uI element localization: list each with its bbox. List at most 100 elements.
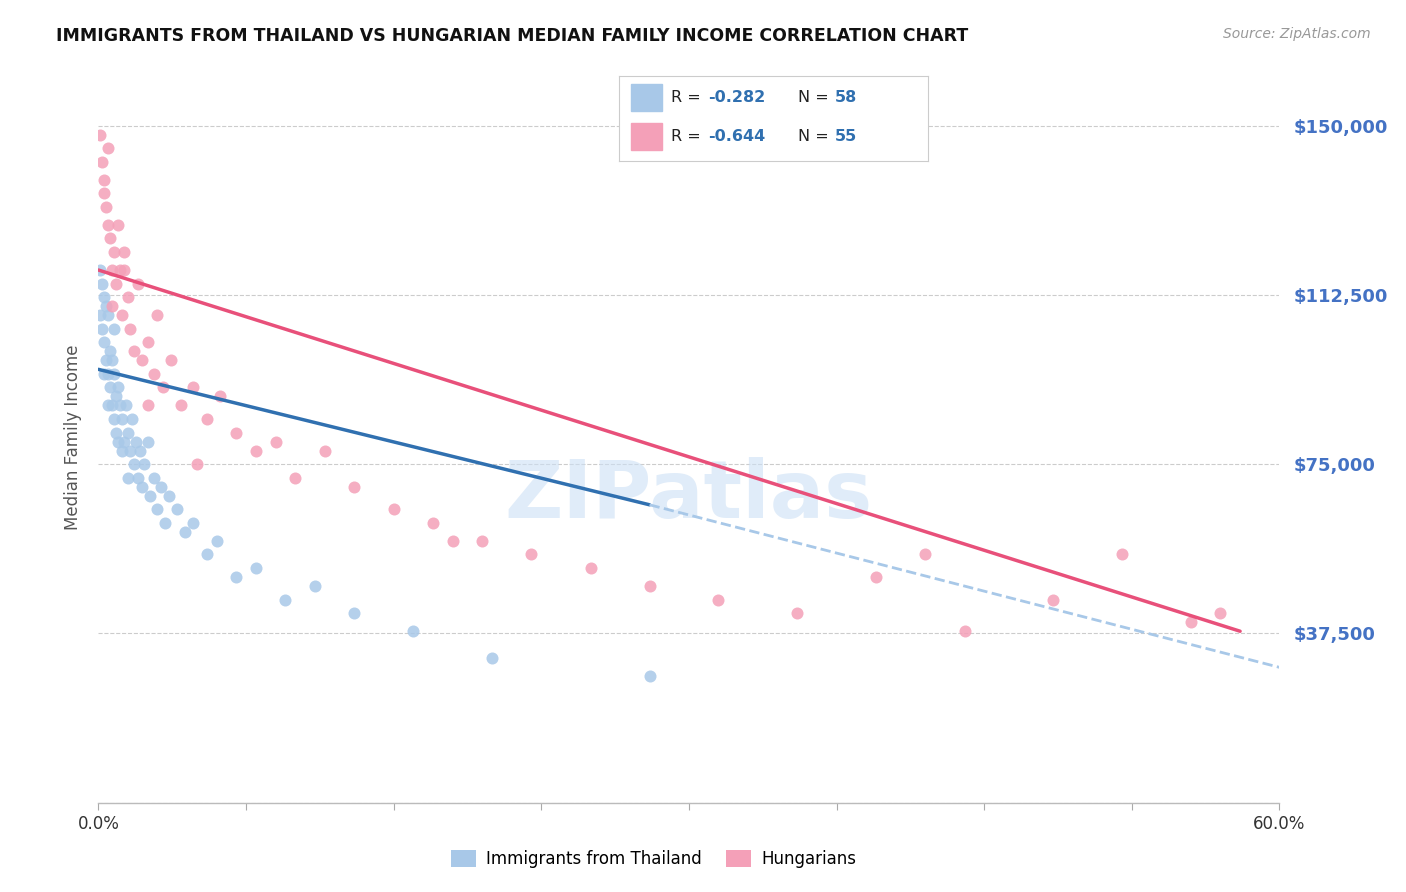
Point <box>127 277 149 291</box>
Point <box>284 471 307 485</box>
Point <box>142 471 165 485</box>
Text: 58: 58 <box>835 90 858 105</box>
Point <box>245 443 267 458</box>
Text: 55: 55 <box>835 129 858 145</box>
Point <box>209 389 232 403</box>
Point <box>117 425 139 440</box>
Point <box>112 263 135 277</box>
Point <box>195 548 218 562</box>
Point <box>117 290 139 304</box>
Point <box>91 154 114 169</box>
Point <box>136 335 159 350</box>
Point <box>97 141 120 155</box>
Point <box>111 308 134 322</box>
Point <box>953 624 976 639</box>
Bar <box>631 123 662 151</box>
Point <box>174 524 197 539</box>
Point <box>304 579 326 593</box>
Point <box>97 308 120 322</box>
Point <box>128 443 150 458</box>
Point <box>786 606 808 620</box>
Text: IMMIGRANTS FROM THAILAND VS HUNGARIAN MEDIAN FAMILY INCOME CORRELATION CHART: IMMIGRANTS FROM THAILAND VS HUNGARIAN ME… <box>56 27 969 45</box>
Point <box>132 457 155 471</box>
Point <box>1042 592 1064 607</box>
Point <box>117 471 139 485</box>
Point <box>97 218 120 232</box>
Point <box>118 322 141 336</box>
Point <box>865 570 887 584</box>
Point <box>96 200 118 214</box>
Point <box>146 308 169 322</box>
Point <box>97 367 120 381</box>
Point <box>225 570 247 584</box>
Point <box>107 218 129 232</box>
Point <box>471 533 494 548</box>
Point <box>125 434 148 449</box>
Point <box>146 502 169 516</box>
Point <box>122 344 145 359</box>
Point <box>638 669 661 683</box>
Point <box>89 308 111 322</box>
Point <box>108 263 131 277</box>
Point <box>343 480 366 494</box>
Point <box>441 533 464 548</box>
Point <box>136 434 159 449</box>
Point <box>131 353 153 368</box>
Point <box>103 244 125 259</box>
Point <box>136 399 159 413</box>
Point <box>225 425 247 440</box>
Point <box>107 380 129 394</box>
Point <box>115 399 138 413</box>
Point <box>245 561 267 575</box>
Point <box>181 380 204 394</box>
Point <box>142 367 165 381</box>
Point <box>520 548 543 562</box>
Point <box>105 425 128 440</box>
Y-axis label: Median Family Income: Median Family Income <box>65 344 83 530</box>
Text: -0.282: -0.282 <box>709 90 766 105</box>
Point <box>101 353 124 368</box>
Point <box>343 606 366 620</box>
Point <box>121 412 143 426</box>
Point <box>103 367 125 381</box>
Point <box>108 399 131 413</box>
Point <box>93 172 115 186</box>
Point <box>105 389 128 403</box>
Point <box>152 380 174 394</box>
Point <box>91 277 114 291</box>
Point <box>382 502 405 516</box>
Point <box>707 592 730 607</box>
Text: -0.644: -0.644 <box>709 129 766 145</box>
Point <box>131 480 153 494</box>
Point <box>1180 615 1202 630</box>
Point <box>166 502 188 516</box>
Point <box>98 231 121 245</box>
Point <box>112 434 135 449</box>
Point <box>111 443 134 458</box>
Point <box>101 399 124 413</box>
Point <box>402 624 425 639</box>
Point <box>101 263 124 277</box>
Text: N =: N = <box>799 90 834 105</box>
Point <box>157 489 180 503</box>
Point <box>103 322 125 336</box>
Point <box>181 516 204 530</box>
Text: R =: R = <box>671 90 706 105</box>
Text: N =: N = <box>799 129 834 145</box>
Point <box>112 244 135 259</box>
Point <box>127 471 149 485</box>
Point <box>481 651 503 665</box>
Point <box>93 186 115 201</box>
Point <box>638 579 661 593</box>
Point <box>96 299 118 313</box>
Point <box>93 367 115 381</box>
Point <box>914 548 936 562</box>
Point <box>264 434 287 449</box>
Point <box>1111 548 1133 562</box>
Legend: Immigrants from Thailand, Hungarians: Immigrants from Thailand, Hungarians <box>444 844 863 875</box>
Text: ZIPatlas: ZIPatlas <box>505 457 873 534</box>
Point <box>89 128 111 142</box>
Point <box>93 290 115 304</box>
Point <box>150 480 173 494</box>
Point <box>96 353 118 368</box>
